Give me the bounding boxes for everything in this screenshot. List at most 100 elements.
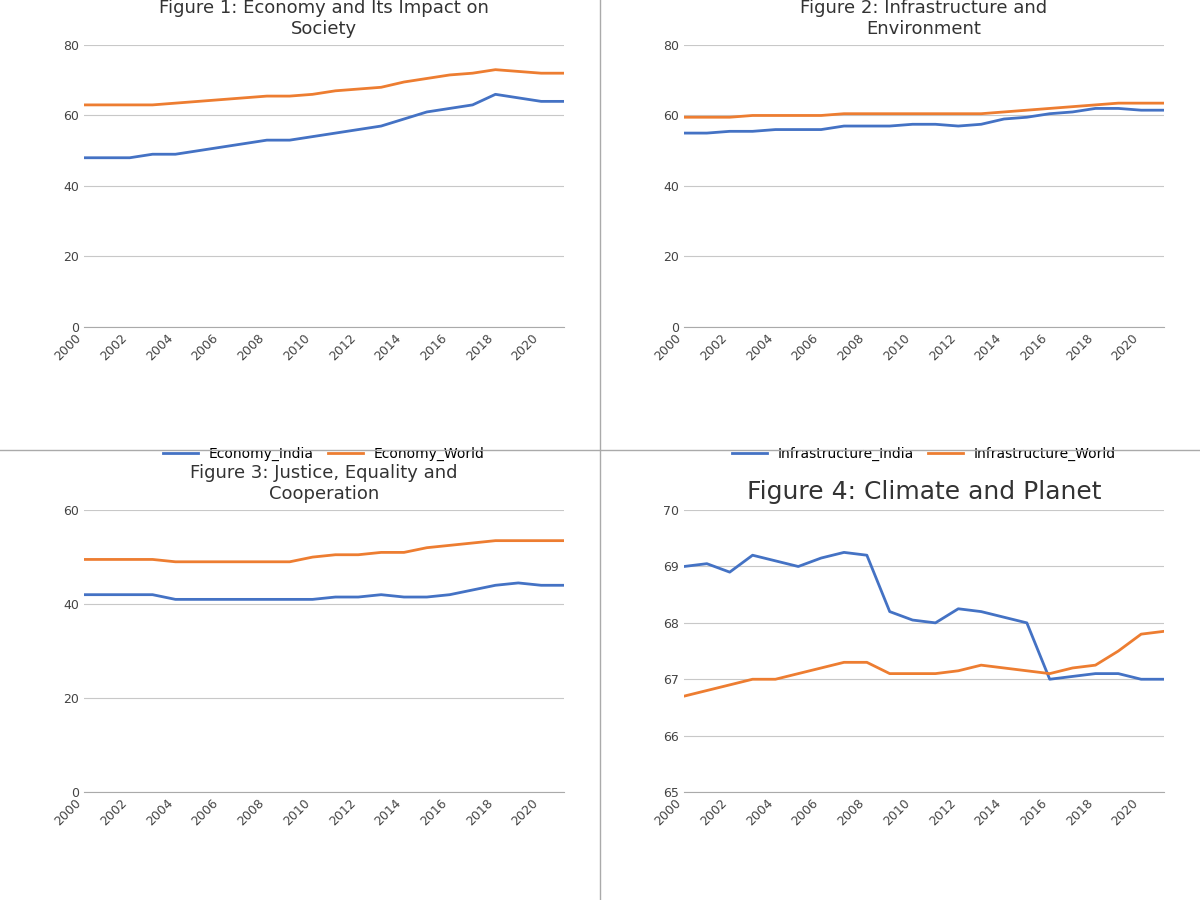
Justice_India — [77, 590, 91, 600]
Infrastructure_India — [1043, 108, 1057, 119]
Economy_India — [77, 152, 91, 163]
Economy_India — [214, 142, 228, 153]
Justice_India — [100, 590, 114, 600]
Infrastructure_World — [836, 108, 851, 119]
Climate_India — [814, 553, 828, 563]
Economy_World — [214, 94, 228, 105]
Climate_India — [997, 612, 1012, 623]
Climate_World — [1111, 645, 1126, 656]
Climate_India — [882, 607, 896, 617]
Justice_India — [534, 580, 548, 590]
Economy_India — [374, 121, 389, 131]
Infrastructure_World — [859, 108, 874, 119]
Climate_India — [905, 615, 919, 626]
Justice_India — [191, 594, 205, 605]
Justice_India — [259, 594, 274, 605]
Infrastructure_World — [929, 108, 943, 119]
Title: Figure 3: Justice, Equality and
Cooperation: Figure 3: Justice, Equality and Cooperat… — [191, 464, 457, 503]
Justice_World — [145, 554, 160, 565]
Infrastructure_India — [700, 128, 714, 139]
Economy_World — [259, 91, 274, 102]
Economy_World — [168, 98, 182, 109]
Climate_India — [791, 561, 805, 572]
Justice_India — [305, 594, 319, 605]
Infrastructure_World — [722, 112, 737, 122]
Justice_World — [282, 556, 296, 567]
Climate_India — [836, 547, 851, 558]
Economy_World — [374, 82, 389, 93]
Climate_World — [836, 657, 851, 668]
Line: Infrastructure_India: Infrastructure_India — [684, 108, 1164, 133]
Justice_India — [557, 580, 571, 590]
Economy_World — [145, 100, 160, 111]
Infrastructure_World — [768, 110, 782, 121]
Economy_India — [100, 152, 114, 163]
Climate_India — [700, 558, 714, 569]
Infrastructure_India — [768, 124, 782, 135]
Economy_India — [443, 103, 457, 113]
Economy_World — [534, 68, 548, 78]
Economy_India — [236, 139, 251, 149]
Economy_World — [236, 93, 251, 104]
Justice_World — [443, 540, 457, 551]
Line: Climate_India: Climate_India — [684, 553, 1164, 680]
Infrastructure_India — [677, 128, 691, 139]
Climate_India — [745, 550, 760, 561]
Infrastructure_India — [814, 124, 828, 135]
Economy_World — [282, 91, 296, 102]
Climate_India — [1111, 668, 1126, 679]
Justice_India — [488, 580, 503, 590]
Line: Economy_World: Economy_World — [84, 69, 564, 105]
Line: Infrastructure_World: Infrastructure_World — [684, 104, 1164, 117]
Infrastructure_World — [1111, 98, 1126, 109]
Climate_World — [768, 674, 782, 685]
Infrastructure_World — [882, 108, 896, 119]
Climate_World — [1043, 668, 1057, 679]
Economy_World — [420, 73, 434, 84]
Justice_India — [420, 591, 434, 602]
Justice_World — [168, 556, 182, 567]
Climate_India — [722, 567, 737, 578]
Line: Justice_World: Justice_World — [84, 541, 564, 562]
Climate_World — [1157, 626, 1171, 636]
Justice_World — [191, 556, 205, 567]
Climate_India — [952, 603, 966, 614]
Justice_India — [397, 591, 412, 602]
Infrastructure_World — [677, 112, 691, 122]
Infrastructure_India — [952, 121, 966, 131]
Line: Justice_India: Justice_India — [84, 583, 564, 599]
Economy_India — [557, 96, 571, 107]
Economy_World — [397, 76, 412, 87]
Justice_World — [352, 549, 366, 560]
Infrastructure_World — [974, 108, 989, 119]
Justice_World — [100, 554, 114, 565]
Climate_India — [1066, 671, 1080, 682]
Infrastructure_World — [905, 108, 919, 119]
Justice_India — [466, 585, 480, 596]
Justice_India — [511, 578, 526, 589]
Infrastructure_India — [905, 119, 919, 130]
Economy_World — [511, 66, 526, 77]
Climate_World — [677, 691, 691, 702]
Justice_World — [488, 536, 503, 546]
Line: Climate_World: Climate_World — [684, 631, 1164, 697]
Line: Economy_India: Economy_India — [84, 94, 564, 158]
Climate_World — [722, 680, 737, 690]
Infrastructure_World — [1134, 98, 1148, 109]
Justice_World — [534, 536, 548, 546]
Climate_World — [1088, 660, 1103, 670]
Justice_World — [236, 556, 251, 567]
Justice_World — [305, 552, 319, 562]
Justice_India — [168, 594, 182, 605]
Climate_India — [677, 561, 691, 572]
Infrastructure_India — [1111, 103, 1126, 113]
Economy_India — [329, 128, 343, 139]
Economy_World — [557, 68, 571, 78]
Justice_World — [557, 536, 571, 546]
Economy_World — [329, 86, 343, 96]
Economy_India — [168, 148, 182, 159]
Economy_World — [122, 100, 137, 111]
Climate_World — [929, 668, 943, 679]
Economy_India — [466, 100, 480, 111]
Justice_India — [443, 590, 457, 600]
